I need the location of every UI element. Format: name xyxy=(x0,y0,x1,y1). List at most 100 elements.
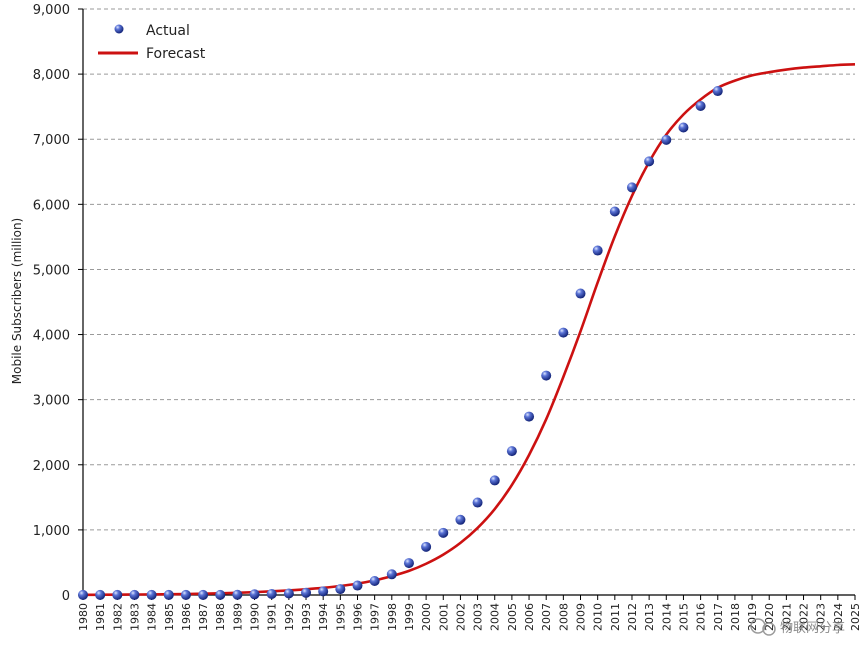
legend: Actual Forecast xyxy=(98,23,206,62)
x-tick-labels: 1980 1981 1982 1983 1984 1985 1986 1987 1988 1989… xyxy=(77,603,862,631)
actual-point xyxy=(541,370,552,381)
legend-forecast-label: Forecast xyxy=(146,46,206,62)
actual-point xyxy=(95,589,106,600)
actual-point xyxy=(524,411,535,422)
x-tick-label: 1990 xyxy=(249,603,262,631)
x-tick-label: 2005 xyxy=(506,603,519,631)
legend-actual-label: Actual xyxy=(146,23,190,39)
gridlines xyxy=(83,8,855,531)
x-tick-label: 1989 xyxy=(231,603,244,631)
x-tick-label: 2023 xyxy=(815,603,828,631)
actual-point xyxy=(215,589,226,600)
actual-point xyxy=(249,589,260,600)
y-tick-label: 4,000 xyxy=(33,329,70,344)
x-tick-label: 1993 xyxy=(300,603,313,631)
actual-point xyxy=(129,589,140,600)
x-tick-label: 1982 xyxy=(111,603,124,631)
x-tick-label: 2003 xyxy=(472,603,485,631)
actual-point xyxy=(163,589,174,600)
x-tick-label: 2025 xyxy=(849,603,862,631)
x-tick-label: 2010 xyxy=(592,603,605,631)
y-tick-label: 3,000 xyxy=(33,394,70,409)
x-tick-label: 1985 xyxy=(163,603,176,631)
x-tick-label: 2021 xyxy=(780,603,793,631)
x-tick-label: 1986 xyxy=(180,603,193,631)
actual-point xyxy=(421,541,432,552)
watermark-text: 物联网分享 xyxy=(780,620,845,636)
x-tick-label: 2016 xyxy=(695,603,708,631)
x-tick-label: 2009 xyxy=(575,603,588,631)
x-tick-label: 2002 xyxy=(454,603,467,631)
actual-point xyxy=(455,514,466,525)
x-tick-label: 2006 xyxy=(523,603,536,631)
actual-point xyxy=(283,588,294,599)
y-tick-label: 2,000 xyxy=(33,459,70,474)
actual-series xyxy=(78,86,723,600)
x-tick-label: 2014 xyxy=(660,603,673,631)
x-tick-label: 2018 xyxy=(729,603,742,631)
actual-point xyxy=(575,288,586,299)
actual-point xyxy=(301,587,312,598)
x-tick-label: 1997 xyxy=(369,603,382,631)
actual-point xyxy=(146,589,157,600)
x-tick-label: 2013 xyxy=(643,603,656,631)
actual-point xyxy=(386,569,397,580)
x-tick-label: 1994 xyxy=(317,603,330,631)
x-tick-label: 1981 xyxy=(94,603,107,631)
actual-point xyxy=(318,586,329,597)
actual-point xyxy=(438,527,449,538)
actual-point xyxy=(198,589,209,600)
y-tick-label: 7,000 xyxy=(33,133,70,148)
actual-point xyxy=(506,446,517,457)
actual-point xyxy=(609,206,620,217)
x-tick-label: 1988 xyxy=(214,603,227,631)
x-tick-label: 2017 xyxy=(712,603,725,631)
actual-point xyxy=(112,589,123,600)
y-tick-label: 5,000 xyxy=(33,263,70,278)
x-tick-label: 2012 xyxy=(626,603,639,631)
actual-point xyxy=(489,475,500,486)
x-tick-label: 1980 xyxy=(77,603,90,631)
x-tick-label: 2001 xyxy=(437,603,450,631)
y-tick-label: 9,000 xyxy=(33,3,70,18)
y-axis-label: Mobile Subscribers (million) xyxy=(10,218,24,384)
actual-point xyxy=(78,589,88,600)
actual-point xyxy=(592,245,603,256)
y-tick-label: 8,000 xyxy=(33,68,70,83)
actual-point xyxy=(678,122,689,133)
actual-point xyxy=(695,101,706,112)
x-tick-label: 1996 xyxy=(351,603,364,631)
actual-point xyxy=(335,584,346,595)
x-tick-label: 2011 xyxy=(609,603,622,631)
actual-point xyxy=(352,580,363,591)
x-tick-label: 2015 xyxy=(677,603,690,631)
x-tick-label: 1991 xyxy=(266,603,279,631)
actual-point xyxy=(266,588,277,599)
x-tick-label: 1995 xyxy=(334,603,347,631)
x-tick-label: 2019 xyxy=(746,603,759,631)
y-tick-label: 1,000 xyxy=(33,524,70,539)
x-tick-label: 1987 xyxy=(197,603,210,631)
actual-point xyxy=(180,589,191,600)
x-tick-label: 1984 xyxy=(146,603,159,631)
x-tick-label: 1999 xyxy=(403,603,416,631)
forecast-line xyxy=(82,63,856,597)
actual-point xyxy=(369,576,380,587)
actual-point xyxy=(232,589,243,600)
y-tick-label: 0 xyxy=(62,589,70,604)
axes xyxy=(78,8,856,600)
x-tick-label: 1992 xyxy=(283,603,296,631)
x-tick-label: 2007 xyxy=(540,603,553,631)
actual-point xyxy=(661,134,672,145)
y-tick-labels: 0 1,000 2,000 3,000 4,000 5,000 6,000 7,000 8,00… xyxy=(33,3,70,604)
x-tick-label: 1998 xyxy=(386,603,399,631)
actual-point xyxy=(712,86,723,97)
y-tick-label: 6,000 xyxy=(33,198,70,213)
actual-point xyxy=(626,182,637,193)
x-tick-label: 2022 xyxy=(798,603,811,631)
x-tick-label: 1983 xyxy=(128,603,141,631)
x-tick-label: 2004 xyxy=(489,603,502,631)
watermark: 物联网分享 xyxy=(750,618,845,636)
x-tick-label: 2024 xyxy=(832,603,845,631)
